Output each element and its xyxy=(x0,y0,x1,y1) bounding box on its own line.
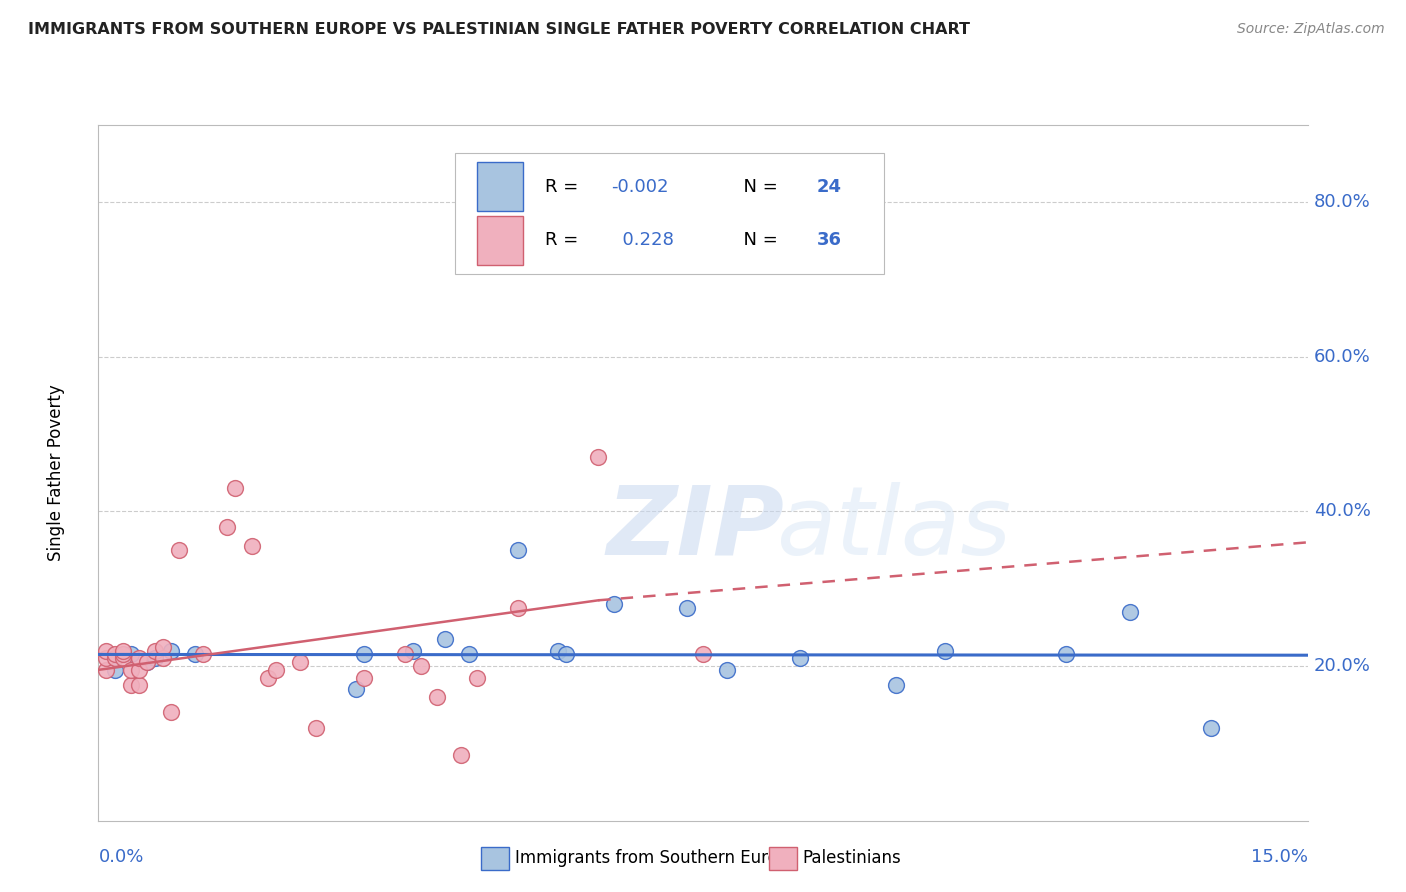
Text: 80.0%: 80.0% xyxy=(1313,194,1371,211)
Text: Source: ZipAtlas.com: Source: ZipAtlas.com xyxy=(1237,22,1385,37)
Point xyxy=(426,690,449,704)
Text: Palestinians: Palestinians xyxy=(803,849,901,867)
Point xyxy=(603,597,626,611)
Point xyxy=(256,671,278,685)
Point xyxy=(135,655,157,669)
Point xyxy=(152,651,174,665)
Point xyxy=(789,651,811,665)
Point xyxy=(96,663,118,677)
Point xyxy=(402,643,425,657)
Point xyxy=(264,663,287,677)
Point xyxy=(184,648,207,662)
Point xyxy=(434,632,457,646)
Point xyxy=(450,747,472,762)
Text: IMMIGRANTS FROM SOUTHERN EUROPE VS PALESTINIAN SINGLE FATHER POVERTY CORRELATION: IMMIGRANTS FROM SOUTHERN EUROPE VS PALES… xyxy=(28,22,970,37)
Text: atlas: atlas xyxy=(776,482,1011,575)
Point xyxy=(586,450,609,465)
Point xyxy=(353,671,375,685)
Text: Immigrants from Southern Europe: Immigrants from Southern Europe xyxy=(515,849,799,867)
Point xyxy=(103,651,125,665)
Point xyxy=(547,643,569,657)
Text: 0.228: 0.228 xyxy=(612,231,673,250)
Point xyxy=(1119,605,1142,619)
Point xyxy=(224,481,246,495)
Text: ZIP: ZIP xyxy=(606,482,785,575)
Point xyxy=(143,643,166,657)
Point xyxy=(103,663,125,677)
Point xyxy=(886,678,908,692)
Point xyxy=(143,651,166,665)
Text: 24: 24 xyxy=(817,178,842,196)
Point xyxy=(515,257,537,271)
FancyBboxPatch shape xyxy=(456,153,884,275)
Text: 20.0%: 20.0% xyxy=(1313,657,1371,675)
Point xyxy=(353,648,375,662)
Text: 40.0%: 40.0% xyxy=(1313,502,1371,520)
Point xyxy=(716,663,738,677)
Point xyxy=(458,648,481,662)
Point xyxy=(305,721,328,735)
Text: 15.0%: 15.0% xyxy=(1250,848,1308,866)
Point xyxy=(217,520,239,534)
Point xyxy=(128,663,150,677)
Point xyxy=(193,648,215,662)
Point xyxy=(692,648,714,662)
Point xyxy=(394,648,416,662)
Text: R =: R = xyxy=(544,231,583,250)
Point xyxy=(120,678,142,692)
Text: N =: N = xyxy=(733,231,783,250)
Point xyxy=(506,601,529,615)
Point xyxy=(96,643,118,657)
Point xyxy=(111,651,134,665)
Text: N =: N = xyxy=(733,178,783,196)
Point xyxy=(120,663,142,677)
Point xyxy=(120,648,142,662)
Point xyxy=(506,543,529,558)
Point xyxy=(240,539,263,553)
Point xyxy=(676,601,699,615)
Point xyxy=(344,682,367,697)
Text: -0.002: -0.002 xyxy=(612,178,669,196)
Point xyxy=(1054,648,1077,662)
Point xyxy=(128,651,150,665)
Point xyxy=(1199,721,1222,735)
Point xyxy=(111,648,134,662)
Point xyxy=(555,648,578,662)
Point xyxy=(103,648,125,662)
FancyBboxPatch shape xyxy=(477,162,523,211)
Text: 36: 36 xyxy=(817,231,842,250)
Point xyxy=(934,643,956,657)
Point xyxy=(409,659,432,673)
Point xyxy=(135,655,157,669)
Point xyxy=(111,643,134,657)
Point xyxy=(160,706,183,720)
Point xyxy=(160,643,183,657)
Point xyxy=(128,678,150,692)
Point xyxy=(465,671,488,685)
Text: 0.0%: 0.0% xyxy=(98,848,143,866)
Point xyxy=(96,651,118,665)
Point xyxy=(288,655,311,669)
Point xyxy=(167,543,190,558)
Text: R =: R = xyxy=(544,178,583,196)
Text: 60.0%: 60.0% xyxy=(1313,348,1371,366)
FancyBboxPatch shape xyxy=(477,216,523,265)
Point xyxy=(152,640,174,654)
Text: Single Father Poverty: Single Father Poverty xyxy=(46,384,65,561)
